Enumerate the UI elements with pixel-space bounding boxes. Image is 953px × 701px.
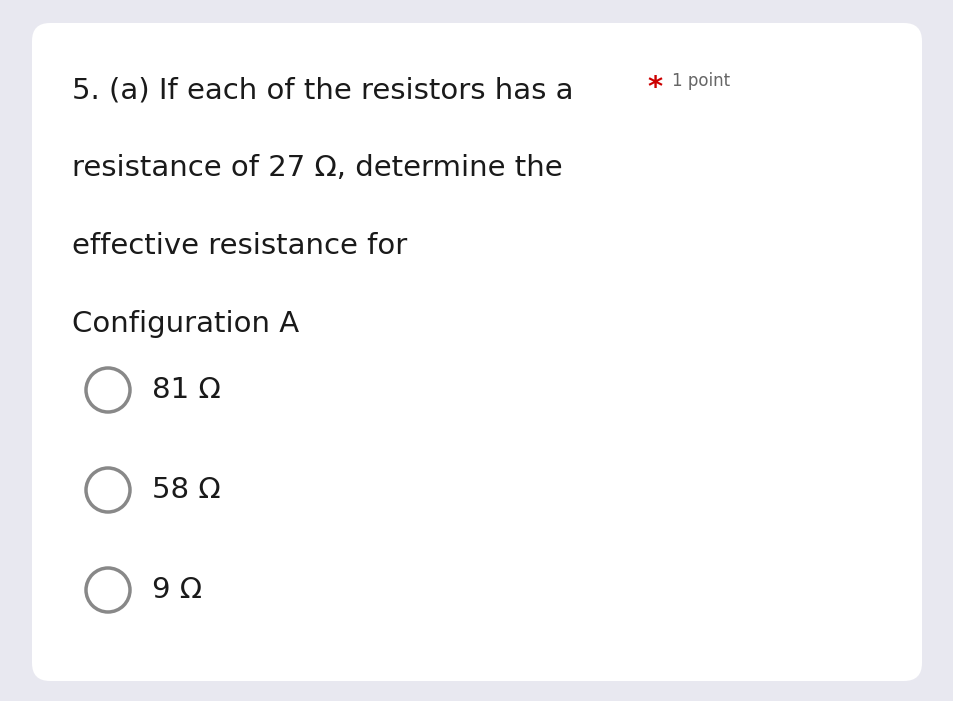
Text: 81 Ω: 81 Ω xyxy=(152,376,220,404)
Text: 9 Ω: 9 Ω xyxy=(152,576,202,604)
Text: Configuration A: Configuration A xyxy=(71,310,299,338)
Text: effective resistance for: effective resistance for xyxy=(71,232,407,260)
FancyBboxPatch shape xyxy=(32,23,921,681)
Text: resistance of 27 Ω, determine the: resistance of 27 Ω, determine the xyxy=(71,154,562,182)
Text: 5. (a) If each of the resistors has a: 5. (a) If each of the resistors has a xyxy=(71,76,573,104)
Text: *: * xyxy=(646,74,661,102)
Text: 1 point: 1 point xyxy=(671,72,729,90)
Text: 58 Ω: 58 Ω xyxy=(152,476,220,504)
